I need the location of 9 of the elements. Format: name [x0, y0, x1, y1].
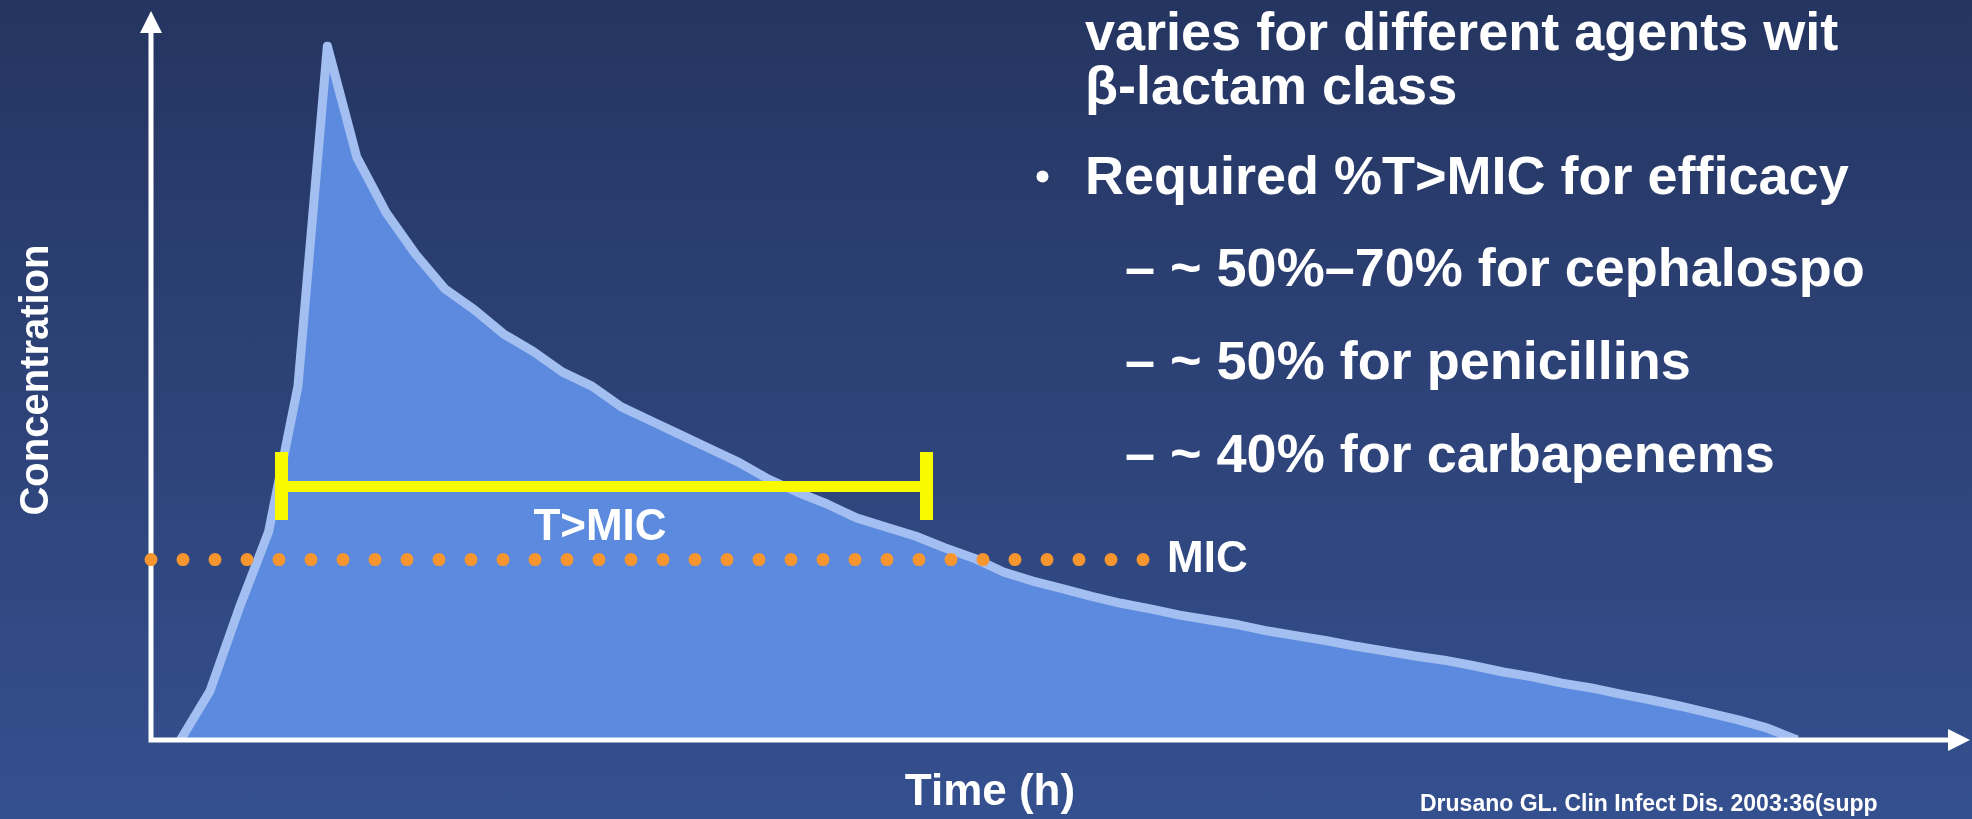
- annotation: – ~ 50%–70% for cephalospo: [1125, 237, 1865, 297]
- annotation: Required %T>MIC for efficacy: [1085, 145, 1849, 205]
- x-axis-title: Time (h): [904, 765, 1076, 814]
- annotation: – ~ 50% for penicillins: [1125, 330, 1691, 390]
- y-axis-title: Concentration: [12, 244, 56, 516]
- text: Drusano GL. Clin Infect Dis. 2003:36(supp: [1420, 790, 1878, 816]
- ref-line-label: MIC: [1167, 531, 1248, 581]
- annotation: – ~ 40% for carbapenems: [1125, 423, 1775, 483]
- annotation: T>MIC: [533, 500, 667, 549]
